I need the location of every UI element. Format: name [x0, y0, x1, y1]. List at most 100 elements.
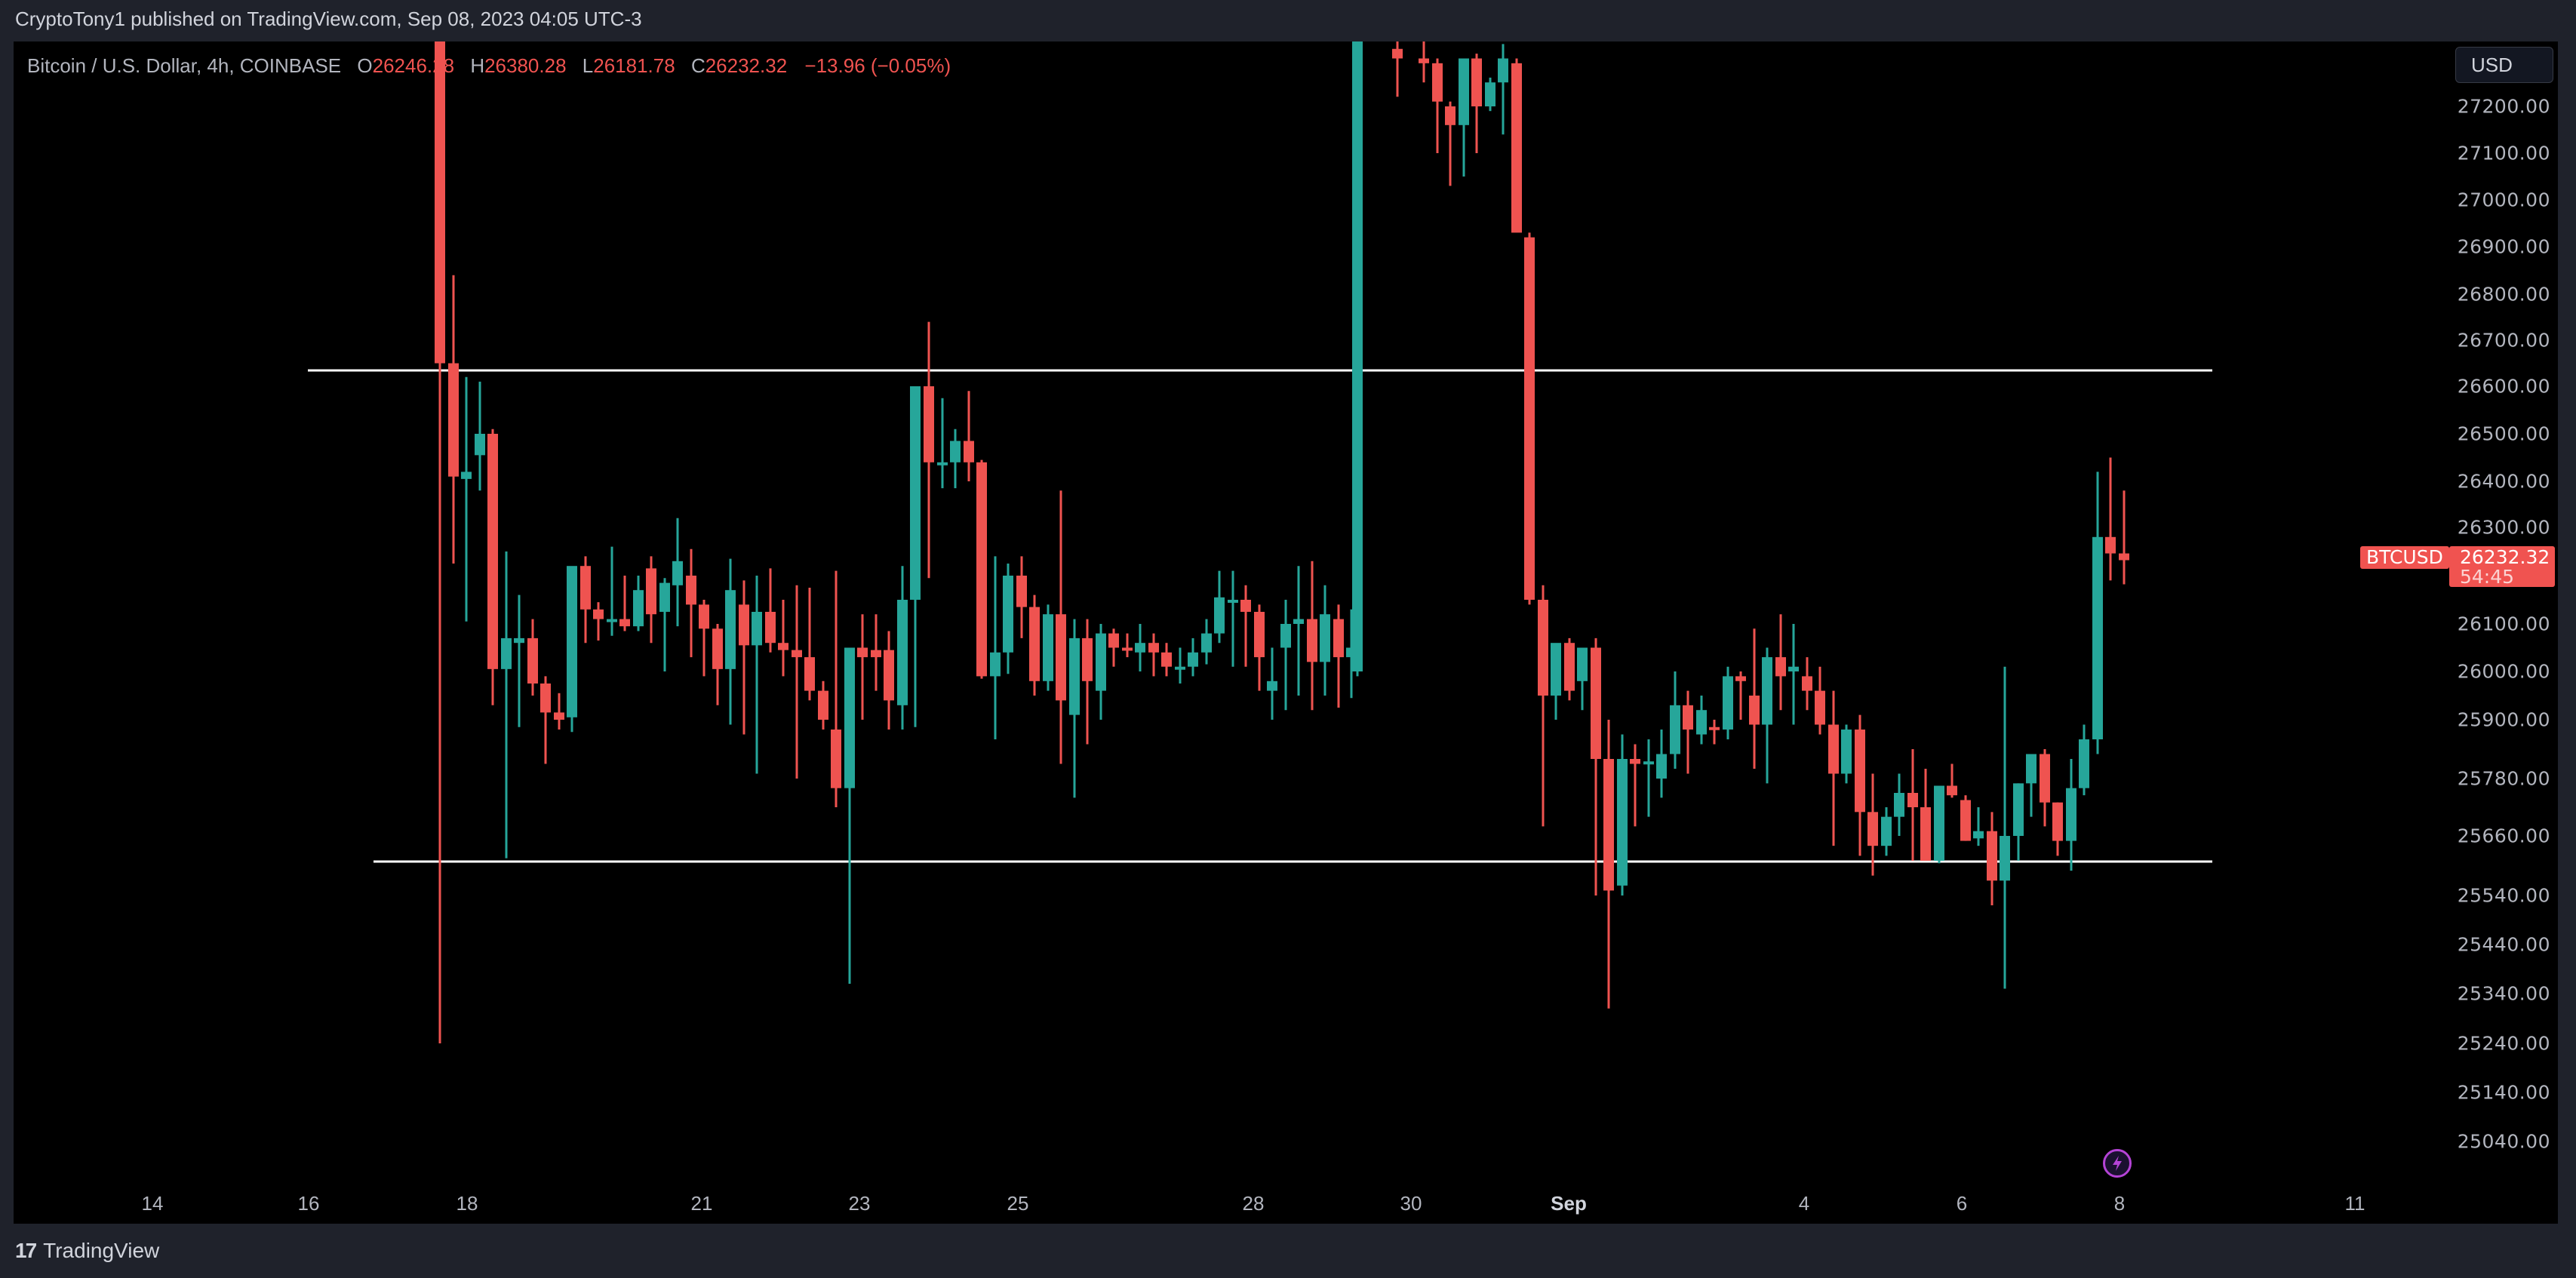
candle	[2066, 759, 2076, 871]
price-tick: 25340.00	[2457, 982, 2550, 1005]
candle	[1228, 570, 1238, 667]
candle	[1881, 807, 1892, 856]
candle	[2013, 783, 2024, 861]
candle	[527, 619, 538, 696]
candle	[1551, 643, 1561, 720]
candle	[778, 600, 788, 677]
footer-brand: 17 TradingView	[15, 1239, 159, 1263]
candle	[1947, 763, 1957, 798]
candle	[976, 459, 987, 679]
candle	[1459, 58, 1469, 177]
high-label: H	[470, 54, 485, 77]
candle	[1802, 657, 1812, 711]
candle	[1419, 41, 1429, 83]
time-tick: 28	[1242, 1192, 1265, 1215]
candle	[1683, 690, 1693, 774]
candle	[514, 594, 524, 727]
candle	[1280, 600, 1291, 711]
published-by-caption: CryptoTony1 published on TradingView.com…	[15, 8, 642, 30]
candle	[487, 429, 498, 705]
candle	[1445, 101, 1456, 186]
price-tick: 26400.00	[2457, 470, 2550, 493]
close-value: 26232.32	[705, 54, 788, 77]
price-tick: 26300.00	[2457, 516, 2550, 539]
candle	[475, 381, 485, 491]
price-tick: 26700.00	[2457, 329, 2550, 352]
candle	[1696, 696, 1707, 745]
candle	[831, 570, 841, 807]
candle	[1564, 637, 1575, 701]
candle	[1161, 643, 1172, 677]
candle	[1485, 77, 1495, 112]
candle	[1293, 566, 1304, 696]
price-tick: 25240.00	[2457, 1032, 2550, 1055]
candle	[1029, 594, 1040, 696]
close-label: C	[690, 54, 705, 77]
candle	[924, 321, 934, 579]
open-label: O	[357, 54, 373, 77]
horizontal-lines[interactable]	[308, 369, 2212, 863]
candle	[686, 548, 696, 658]
price-tick: 25900.00	[2457, 708, 2550, 731]
candle	[448, 275, 459, 564]
candle	[1788, 624, 1799, 725]
candle	[1016, 556, 1027, 638]
candle	[1148, 633, 1159, 677]
candle	[1511, 58, 1522, 233]
price-tick: 27200.00	[2457, 95, 2550, 118]
candle	[1591, 637, 1601, 896]
candle	[1960, 795, 1971, 841]
candle	[1815, 666, 1825, 735]
brand-name: TradingView	[43, 1239, 160, 1262]
time-tick: 23	[848, 1192, 871, 1215]
candle	[950, 429, 961, 489]
candle	[1934, 785, 1944, 864]
candle	[672, 518, 683, 627]
last-price-label: 26232.32 54:45	[2449, 546, 2555, 587]
time-tick: 16	[297, 1192, 320, 1215]
change-value: −13.96 (−0.05%)	[804, 54, 951, 77]
time-tick: 4	[1798, 1192, 1810, 1215]
candle	[607, 546, 617, 636]
candles	[435, 41, 2129, 1043]
candle	[1630, 744, 1640, 827]
price-tick: 26100.00	[2457, 613, 2550, 635]
candle	[1735, 671, 1746, 720]
candle	[752, 576, 762, 774]
candle	[1188, 637, 1198, 677]
price-tick: 25660.00	[2457, 825, 2550, 847]
candle	[2000, 666, 2010, 989]
candle	[633, 576, 644, 631]
candle	[1135, 624, 1145, 671]
candle	[725, 558, 736, 725]
candle	[897, 566, 908, 730]
candle	[1175, 647, 1185, 684]
last-price-value: 26232.32	[2460, 546, 2550, 568]
candle	[1841, 724, 1852, 784]
candle	[2119, 490, 2129, 585]
time-tick: Sep	[1551, 1192, 1587, 1215]
candle	[739, 580, 749, 735]
candle	[1577, 647, 1588, 711]
price-tick: 25540.00	[2457, 884, 2550, 907]
candle	[1524, 232, 1535, 605]
price-axis[interactable]: 27200.00 27100.00 27000.00 26900.00 26800.00…	[2437, 41, 2550, 1203]
candle	[1670, 671, 1680, 769]
candle	[1920, 769, 1931, 861]
time-axis[interactable]: 14 16 18 21 23 25 28 30 Sep 4 6 8 11	[14, 1192, 2413, 1219]
low-value: 26181.78	[593, 54, 675, 77]
time-tick: 21	[690, 1192, 713, 1215]
currency-button[interactable]: USD	[2455, 47, 2553, 83]
bar-countdown: 54:45	[2460, 566, 2515, 588]
candle	[540, 676, 551, 764]
candle	[1043, 604, 1053, 691]
time-tick: 11	[2344, 1192, 2365, 1215]
candle	[792, 585, 802, 779]
candle	[871, 614, 881, 691]
candle	[1867, 773, 1878, 876]
lightning-zap-icon[interactable]	[2103, 1149, 2132, 1178]
candle	[1828, 690, 1839, 846]
candle	[765, 568, 776, 653]
tradingview-logo-icon: 17	[15, 1239, 37, 1262]
